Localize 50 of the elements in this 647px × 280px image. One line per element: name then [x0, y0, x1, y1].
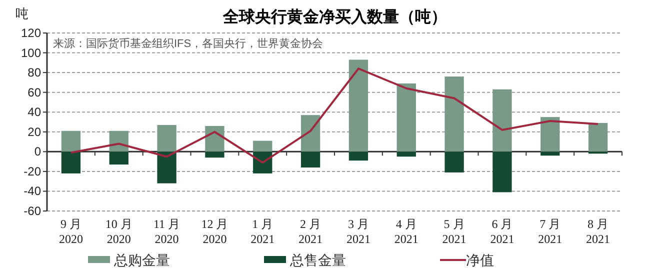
legend-label: 总购金量 — [113, 253, 170, 269]
bar — [444, 152, 464, 172]
annotation: 来源：国际货币基金组织IFS，各国央行，世界黄金协会 — [53, 37, 324, 50]
y-tick-label: 120 — [20, 26, 42, 40]
y-tick-label: 40 — [28, 105, 42, 120]
bar — [396, 152, 416, 157]
x-tick-label: 2 月 2021 — [298, 217, 323, 246]
bar — [157, 124, 176, 152]
bar — [61, 152, 81, 174]
legend-label: 净值 — [466, 253, 494, 269]
bar — [300, 115, 320, 152]
bar — [396, 83, 416, 152]
y-axis-title: 吨 — [16, 6, 28, 21]
bar — [540, 117, 560, 152]
y-tick-label: -40 — [24, 184, 42, 198]
y-tick-label: -60 — [24, 204, 42, 218]
y-tick-label: -20 — [24, 164, 42, 178]
x-tick-label: 11 月 2020 — [154, 217, 180, 246]
bar — [109, 152, 128, 165]
bar — [348, 152, 368, 161]
bar — [300, 152, 320, 168]
y-tick-label: 100 — [20, 46, 42, 60]
bar — [540, 152, 560, 156]
x-tick-label: 10 月 2020 — [105, 217, 132, 246]
bar — [348, 60, 368, 152]
line-series — [70, 68, 600, 164]
x-tick-label: 4 月 2021 — [394, 217, 418, 246]
chart-title: 全球央行黄金净买入数量（吨） — [222, 8, 447, 26]
bar — [205, 152, 224, 158]
legend-label: 总售金量 — [289, 253, 346, 269]
bar — [61, 130, 81, 152]
x-tick-label: 9 月 2020 — [58, 217, 83, 246]
y-tick-label: 0 — [34, 144, 42, 159]
bar — [492, 152, 512, 192]
bar — [205, 126, 224, 152]
x-tick-label: 7 月 2021 — [538, 217, 562, 246]
bar — [253, 140, 272, 152]
bar — [492, 89, 512, 152]
y-tick-label: 60 — [28, 85, 42, 100]
bar — [588, 122, 608, 152]
y-tick-label: 80 — [28, 66, 42, 80]
y-tick-label: 20 — [28, 124, 42, 139]
x-tick-label: 12 月 2020 — [201, 217, 228, 246]
x-tick-label: 3 月 2021 — [346, 217, 370, 246]
bar — [444, 76, 464, 152]
x-tick-label: 5 月 2021 — [442, 217, 466, 246]
x-tick-label: 6 月 2021 — [490, 217, 514, 246]
bar — [157, 152, 176, 184]
x-tick-label: 8 月 2021 — [586, 217, 610, 246]
x-tick-label: 1 月 2021 — [250, 217, 275, 246]
